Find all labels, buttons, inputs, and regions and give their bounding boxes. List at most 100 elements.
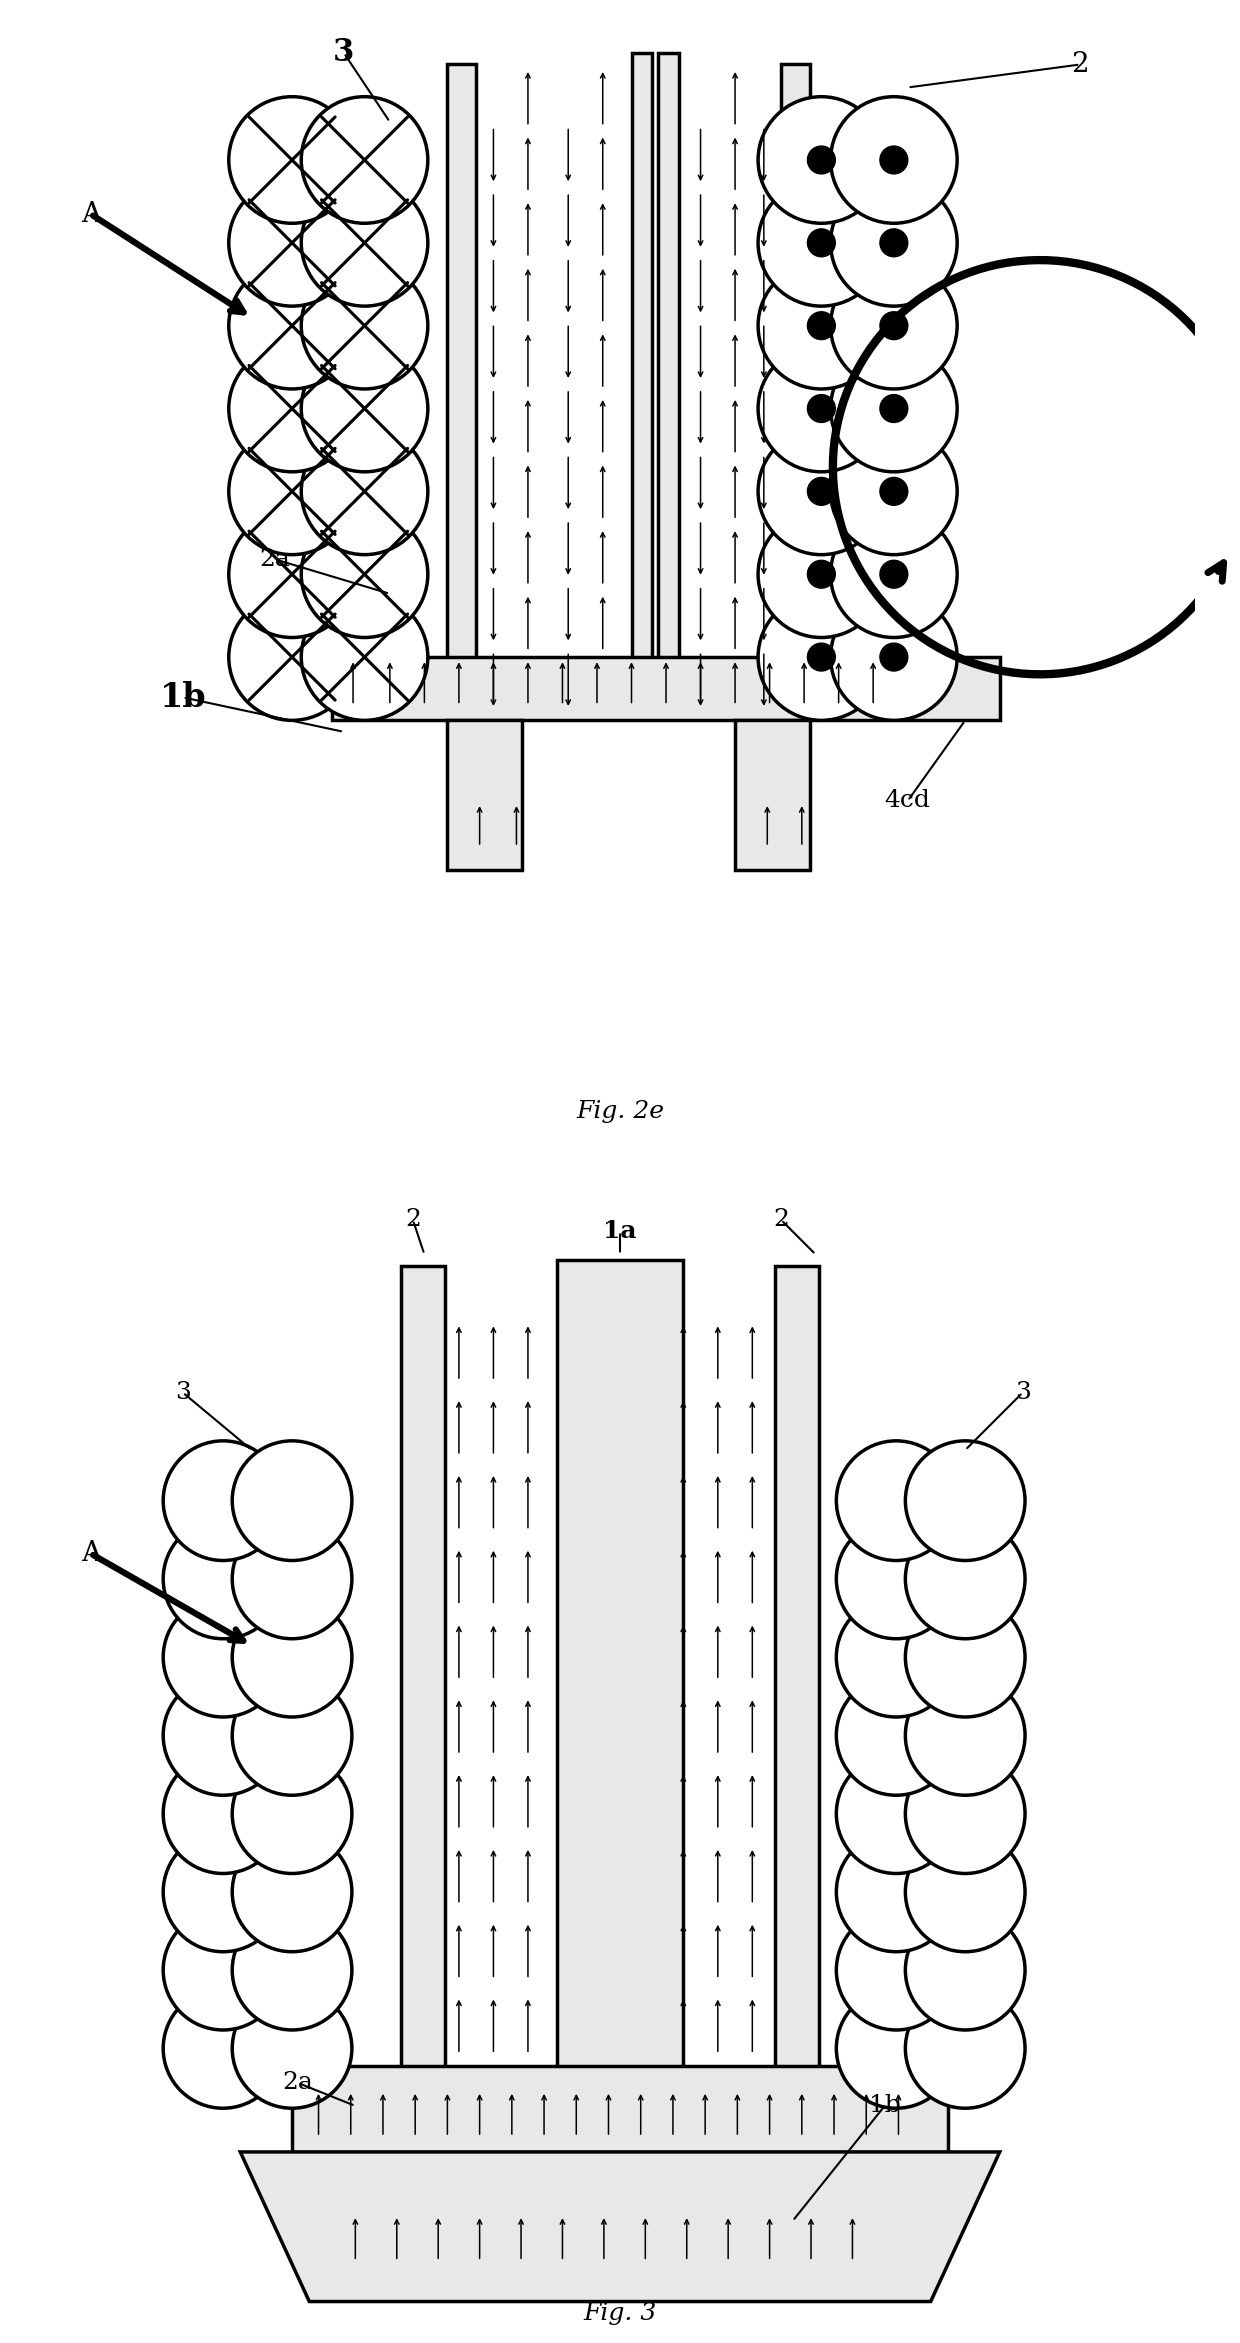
Circle shape <box>758 180 884 307</box>
Circle shape <box>301 262 428 389</box>
Circle shape <box>232 1989 352 2109</box>
Circle shape <box>232 1598 352 1717</box>
Circle shape <box>301 344 428 471</box>
Bar <box>293 2067 947 2151</box>
Circle shape <box>228 511 356 637</box>
Circle shape <box>905 1598 1025 1717</box>
Text: 3: 3 <box>1014 1380 1030 1403</box>
Bar <box>631 54 652 675</box>
Bar <box>658 54 678 675</box>
Bar <box>557 1261 683 2123</box>
Text: 1b: 1b <box>160 682 206 715</box>
Circle shape <box>164 1832 283 1952</box>
Text: 3: 3 <box>334 37 355 68</box>
Circle shape <box>228 262 356 389</box>
Circle shape <box>164 1441 283 1560</box>
Circle shape <box>836 1910 956 2029</box>
Circle shape <box>836 1441 956 1560</box>
Bar <box>448 66 476 663</box>
Bar <box>781 66 810 663</box>
Text: 3: 3 <box>175 1380 191 1403</box>
Circle shape <box>164 1910 283 2029</box>
Circle shape <box>807 394 836 422</box>
Circle shape <box>228 344 356 471</box>
Circle shape <box>831 511 957 637</box>
Circle shape <box>164 1675 283 1795</box>
Text: A: A <box>81 1539 100 1567</box>
Circle shape <box>831 180 957 307</box>
Circle shape <box>807 560 836 588</box>
Circle shape <box>836 1755 956 1874</box>
Circle shape <box>880 312 908 340</box>
Text: 4cd: 4cd <box>884 790 930 813</box>
Circle shape <box>880 560 908 588</box>
Circle shape <box>758 344 884 471</box>
Text: 2a: 2a <box>259 548 290 572</box>
Circle shape <box>301 593 428 719</box>
Polygon shape <box>241 2151 999 2301</box>
Circle shape <box>232 1675 352 1795</box>
Text: 2a: 2a <box>283 2071 314 2095</box>
Bar <box>402 1265 445 2071</box>
Circle shape <box>836 1518 956 1638</box>
Text: Fig. 2e: Fig. 2e <box>577 1101 663 1122</box>
Circle shape <box>831 262 957 389</box>
Circle shape <box>232 1910 352 2029</box>
Circle shape <box>232 1832 352 1952</box>
Circle shape <box>758 511 884 637</box>
Circle shape <box>232 1518 352 1638</box>
Bar <box>775 1265 820 2071</box>
Circle shape <box>831 429 957 555</box>
Bar <box>332 656 999 719</box>
Text: A: A <box>81 201 100 227</box>
Circle shape <box>228 429 356 555</box>
Circle shape <box>905 1989 1025 2109</box>
Circle shape <box>831 344 957 471</box>
Circle shape <box>880 642 908 670</box>
Text: 2: 2 <box>1071 52 1089 77</box>
Circle shape <box>836 1675 956 1795</box>
Circle shape <box>905 1675 1025 1795</box>
Circle shape <box>301 180 428 307</box>
Text: 2: 2 <box>774 1209 789 1232</box>
Circle shape <box>807 145 836 173</box>
Circle shape <box>228 96 356 223</box>
Circle shape <box>301 429 428 555</box>
Circle shape <box>758 96 884 223</box>
Circle shape <box>836 1832 956 1952</box>
Circle shape <box>164 1989 283 2109</box>
Circle shape <box>807 312 836 340</box>
Circle shape <box>905 1518 1025 1638</box>
Circle shape <box>905 1832 1025 1952</box>
Bar <box>448 719 522 869</box>
Circle shape <box>301 96 428 223</box>
Circle shape <box>905 1910 1025 2029</box>
Circle shape <box>807 642 836 670</box>
Circle shape <box>164 1755 283 1874</box>
Circle shape <box>905 1441 1025 1560</box>
Circle shape <box>164 1598 283 1717</box>
Text: 2: 2 <box>405 1209 420 1232</box>
Circle shape <box>836 1989 956 2109</box>
Circle shape <box>228 593 356 719</box>
Text: 1b: 1b <box>869 2095 900 2118</box>
Circle shape <box>836 1598 956 1717</box>
Circle shape <box>831 96 957 223</box>
Circle shape <box>164 1518 283 1638</box>
Circle shape <box>831 593 957 719</box>
Circle shape <box>807 230 836 258</box>
Circle shape <box>880 394 908 422</box>
Bar <box>735 719 810 869</box>
Circle shape <box>880 230 908 258</box>
Text: Fig. 3: Fig. 3 <box>583 2301 657 2324</box>
Circle shape <box>301 511 428 637</box>
Circle shape <box>758 593 884 719</box>
Circle shape <box>880 145 908 173</box>
Circle shape <box>807 478 836 506</box>
Text: 1a: 1a <box>603 1218 637 1244</box>
Circle shape <box>758 429 884 555</box>
Circle shape <box>232 1441 352 1560</box>
Circle shape <box>758 262 884 389</box>
Circle shape <box>880 478 908 506</box>
Circle shape <box>228 180 356 307</box>
